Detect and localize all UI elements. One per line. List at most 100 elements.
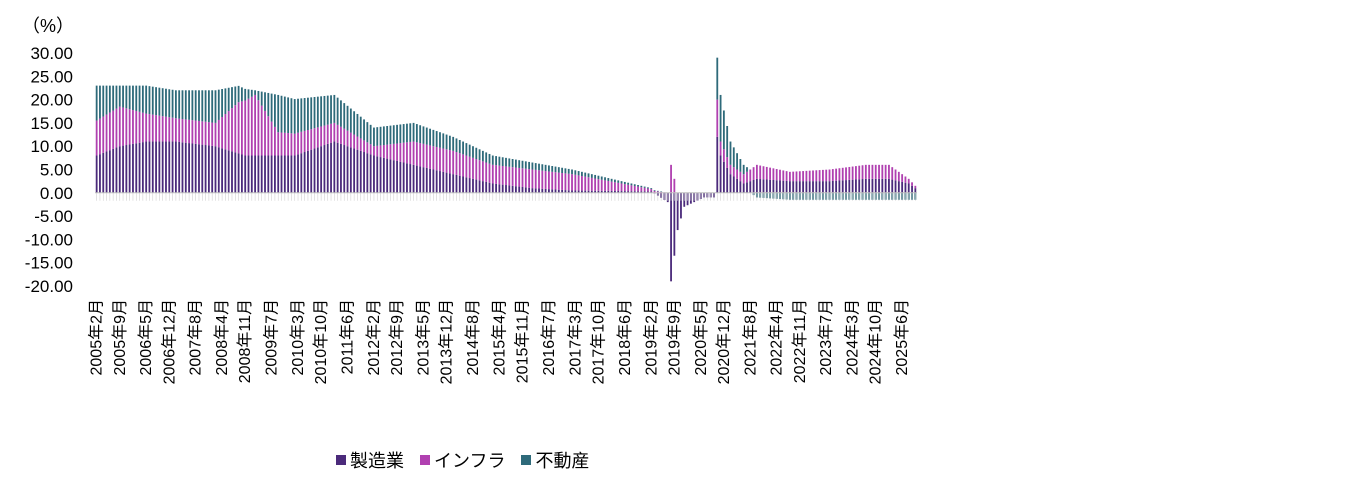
bar-segment [145, 113, 148, 142]
bar-segment [475, 159, 478, 180]
bar-segment [148, 86, 151, 115]
bar-segment [346, 146, 349, 193]
bar-segment [399, 143, 402, 162]
bar-segment [204, 145, 207, 193]
bar-segment [475, 179, 478, 193]
x-tick-label: 2019年9月 [665, 299, 683, 376]
bar-segment [815, 170, 818, 182]
bar-segment [168, 141, 171, 193]
bar-segment [349, 147, 352, 193]
bar-segment [554, 172, 557, 190]
bar-segment [287, 133, 290, 156]
bar-segment [198, 120, 200, 145]
bar-segment [749, 181, 752, 193]
bar-segment [514, 186, 517, 193]
bar-segment [227, 150, 230, 193]
bar-segment [214, 146, 217, 193]
bar-segment [775, 169, 778, 181]
bar-segment [396, 143, 398, 161]
bar-segment [181, 142, 184, 193]
legend-label-real-estate: 不動産 [535, 451, 590, 471]
bar-segment [141, 112, 144, 143]
bar-segment [330, 123, 332, 143]
bar-segment [402, 162, 405, 193]
bar-segment [158, 115, 161, 142]
bar-segment [264, 155, 266, 193]
bar-segment [244, 100, 247, 156]
bar-segment [888, 164, 890, 179]
bar-segment [851, 179, 854, 193]
bar-segment [518, 186, 521, 193]
legend-item-infrastructure[interactable]: インフラ [420, 447, 505, 473]
bar-segment [267, 155, 270, 193]
bar-segment [115, 147, 118, 193]
bar-segment [716, 136, 719, 193]
x-tick-label: 2015年4月 [490, 299, 508, 376]
bar-segment [779, 180, 781, 193]
x-tick-label: 2013年5月 [414, 299, 432, 376]
bar-segment [366, 153, 369, 193]
bar-segment [254, 90, 257, 95]
bar-segment [379, 126, 382, 146]
bar-segment [607, 180, 610, 191]
y-tick-label: -5.00 [34, 207, 73, 226]
bar-segment [722, 110, 725, 150]
bar-segment [260, 91, 263, 106]
bar-segment [607, 178, 610, 181]
bar-segment [194, 143, 197, 193]
x-axis-ticks: 2005年2月 2005年9月 2006年5月 2006年12月 2007年8月 2008… [88, 299, 911, 384]
legend-item-manufacturing[interactable]: 製造業 [336, 447, 404, 473]
x-tick-label: 2024年3月 [844, 299, 862, 376]
bar-segment [577, 190, 580, 193]
legend-item-real-estate[interactable]: 不動産 [521, 447, 589, 473]
bar-segment [472, 146, 474, 158]
bar-segment [891, 179, 894, 193]
bar-segment [798, 171, 801, 182]
bar-segment [138, 111, 141, 143]
bar-segment [396, 160, 398, 193]
bar-segment [376, 145, 379, 157]
bar-segment [643, 187, 646, 192]
bar-segment [508, 185, 511, 193]
bar-segment [653, 190, 656, 193]
bar-segment [250, 155, 253, 193]
bar-segment [135, 110, 138, 144]
legend-label-infrastructure: インフラ [434, 451, 506, 471]
bar-segment [485, 181, 488, 193]
bar-segment [594, 174, 597, 179]
bar-segment [313, 148, 316, 193]
x-tick-label: 2024年10月 [867, 299, 885, 384]
bar-segment [534, 169, 537, 189]
x-tick-label: 2006年12月 [160, 299, 178, 384]
bar-segment [135, 85, 138, 111]
bar-segment [729, 174, 732, 193]
bar-segment [323, 125, 326, 146]
bar-segment [105, 151, 108, 193]
bar-segment [211, 90, 214, 123]
bar-segment [419, 166, 422, 193]
bar-segment [501, 184, 504, 193]
bar-segment [316, 127, 319, 148]
bar-segment [118, 106, 121, 147]
bar-segment [254, 155, 257, 193]
bar-segment [462, 176, 464, 193]
bar-segment [326, 124, 329, 144]
bar-segment [313, 128, 316, 149]
bar-segment [300, 131, 303, 154]
bar-segment [907, 178, 910, 184]
bar-segment [656, 190, 659, 192]
bar-segment [303, 98, 306, 131]
bar-segment [531, 162, 534, 170]
x-tick-label: 2022年4月 [768, 299, 786, 376]
bar-segment [901, 181, 904, 193]
bar-segment [468, 156, 471, 179]
bar-segment [798, 181, 801, 193]
bar-segment [785, 171, 788, 181]
bar-segment [125, 108, 128, 146]
bar-segment [805, 181, 808, 193]
bar-segment [878, 178, 880, 193]
bar-segment [445, 134, 448, 150]
bar-segment [676, 192, 679, 231]
bar-segment [191, 143, 194, 193]
bar-segment [118, 85, 121, 107]
